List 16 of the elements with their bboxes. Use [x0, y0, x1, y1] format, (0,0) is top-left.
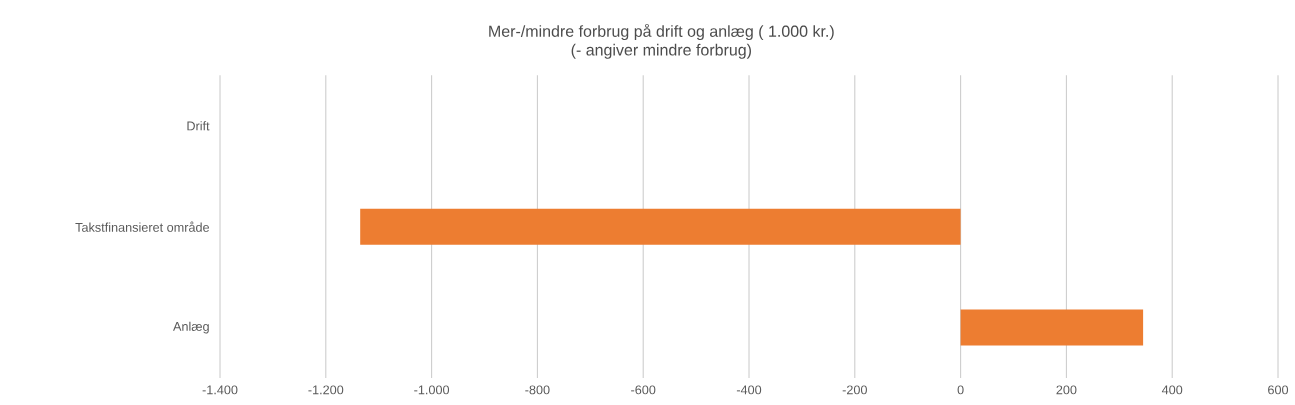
x-tick-label: 0 — [957, 385, 964, 395]
x-tick-label: -200 — [842, 385, 867, 395]
chart-subtitle: (- angiver mindre forbrug) — [571, 43, 751, 59]
x-tick-label: -1.000 — [414, 385, 450, 395]
x-tick-label: -1.200 — [308, 385, 344, 395]
y-tick-label: Drift — [187, 121, 210, 131]
x-tick-label: 600 — [1268, 385, 1289, 395]
x-tick-label: -800 — [525, 385, 550, 395]
y-tick-label: Takstfinansieret område — [75, 221, 210, 232]
chart-title: Mer-/mindre forbrug på drift og anlæg ( 1.000 kr.) — [489, 23, 834, 41]
x-tick-label: -400 — [736, 385, 762, 395]
x-tick-label: -1.400 — [202, 385, 238, 395]
x-tick-label: 200 — [1056, 385, 1077, 395]
x-tick-label: -600 — [631, 385, 656, 395]
x-tick-label: 400 — [1161, 385, 1183, 395]
y-tick-label: Anlæg — [173, 321, 209, 334]
